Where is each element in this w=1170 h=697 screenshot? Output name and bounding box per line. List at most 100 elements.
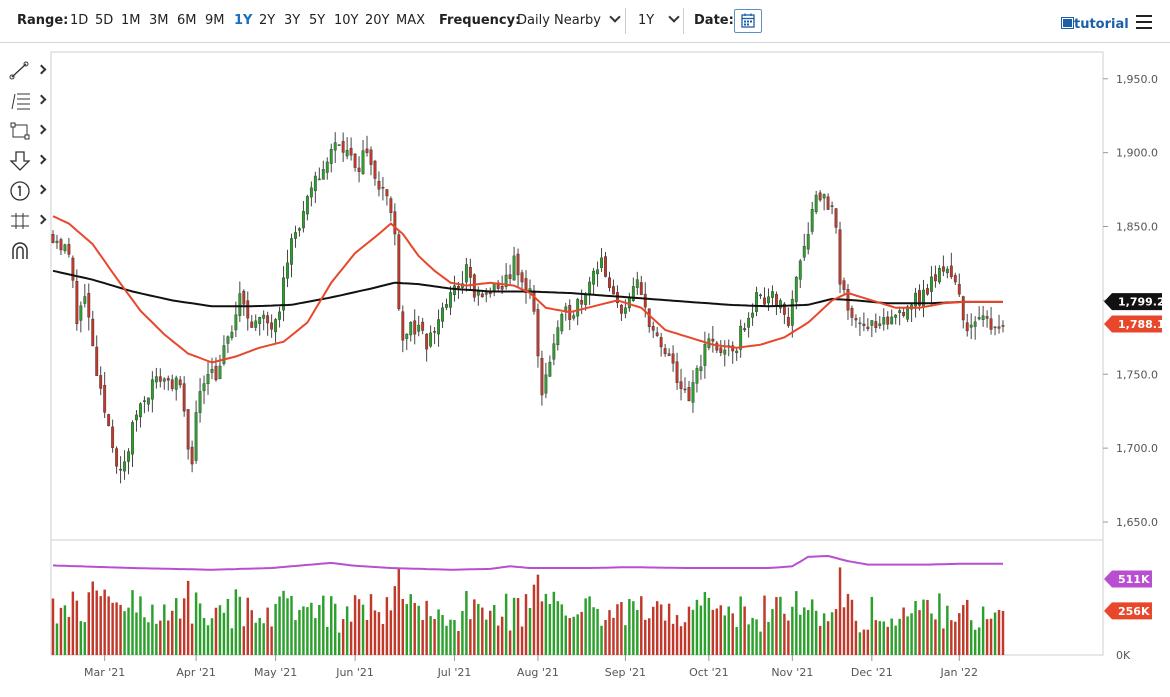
volume-bar	[799, 614, 802, 655]
volume-bar	[393, 586, 397, 655]
volume-bar	[969, 620, 973, 655]
volume-bar	[703, 592, 707, 655]
candle-body	[516, 253, 520, 276]
arrow-tool[interactable]	[8, 149, 48, 173]
volume-bar	[942, 628, 945, 655]
candle-body	[635, 279, 639, 288]
candle-body	[381, 186, 385, 189]
volume-bar	[588, 596, 591, 655]
volume-bar	[628, 598, 631, 655]
candle-body	[623, 307, 627, 314]
range-1m[interactable]: 1M	[121, 13, 141, 28]
tutorial-label: tutorial	[1074, 17, 1129, 32]
candle-body	[878, 323, 882, 326]
volume-bar	[755, 619, 758, 655]
volume-bar	[878, 621, 882, 655]
candle-body	[162, 378, 166, 382]
volume-bar	[473, 599, 476, 655]
range-1y[interactable]: 1Y	[234, 13, 253, 28]
volume-bar	[890, 618, 893, 655]
range-3y[interactable]: 3Y	[284, 13, 301, 28]
volume-bar	[496, 625, 500, 655]
volume-bar	[965, 599, 969, 655]
range-6m[interactable]: 6M	[177, 13, 197, 28]
volume-bar	[222, 612, 226, 655]
volume-bar	[206, 625, 210, 655]
fibonacci-tool[interactable]	[8, 89, 48, 113]
candle-body	[433, 331, 437, 333]
volume-bar	[159, 620, 162, 655]
tutorial-link[interactable]: tutorial	[1061, 17, 1129, 32]
volume-bar	[854, 620, 858, 655]
candle-body	[898, 310, 902, 314]
range-10y[interactable]: 10Y	[334, 13, 359, 28]
candle-body	[886, 316, 890, 325]
volume-bar	[373, 610, 377, 655]
volume-bar	[914, 601, 917, 655]
shape-tool[interactable]	[8, 119, 48, 143]
candle-body	[158, 376, 162, 382]
volume-bar	[648, 618, 651, 655]
volume-bar	[739, 596, 742, 655]
candle-body	[218, 365, 222, 380]
volume-bar	[262, 623, 265, 655]
volume-bar	[381, 624, 385, 655]
candle-body	[290, 238, 293, 265]
candle-body	[170, 379, 174, 389]
chevron-down-icon	[609, 11, 621, 23]
volume-bar	[83, 622, 87, 655]
trendline-icon	[9, 61, 29, 80]
range-9m[interactable]: 9M	[205, 13, 225, 28]
volume-bar	[787, 620, 790, 655]
volume-bar	[997, 609, 1001, 655]
candle-body	[333, 142, 337, 151]
candle-body	[723, 349, 727, 355]
range-2y[interactable]: 2Y	[259, 13, 276, 28]
volume-bar	[779, 596, 782, 655]
volume-bar	[767, 621, 770, 655]
candle-body	[214, 365, 218, 381]
volume-bar	[540, 601, 544, 655]
candle-body	[135, 414, 138, 421]
candle-body	[580, 299, 584, 305]
volume-bar	[99, 596, 102, 655]
trendline-tool[interactable]	[8, 59, 48, 83]
period-dropdown[interactable]: 1Y	[638, 11, 680, 28]
volume-bar	[147, 622, 150, 655]
range-max[interactable]: MAX	[396, 13, 426, 28]
volume-bar	[977, 627, 981, 655]
volume-bar	[353, 595, 357, 655]
magnet-tool[interactable]	[8, 239, 48, 263]
range-3m[interactable]: 3M	[149, 13, 169, 28]
measure-tool[interactable]	[8, 209, 48, 233]
candle-body	[945, 268, 949, 274]
frequency-dropdown[interactable]: Daily Nearby	[517, 11, 621, 28]
candle-body	[83, 296, 87, 304]
range-5d[interactable]: 5D	[95, 13, 114, 28]
volume-bar	[548, 604, 552, 655]
volume-bar	[981, 606, 985, 655]
volume-bar	[266, 607, 269, 655]
volume-bar	[624, 625, 627, 655]
volume-bar	[544, 593, 548, 655]
candle-body	[210, 368, 214, 373]
time-tick-label: Mar '21	[84, 666, 125, 679]
candle-body	[520, 272, 524, 283]
annotation-tool[interactable]	[8, 179, 48, 203]
candle-body	[544, 374, 548, 394]
candle-body	[564, 306, 568, 311]
volume-bar	[771, 609, 774, 655]
range-1d[interactable]: 1D	[70, 13, 89, 28]
price-chart[interactable]: 1,950.01,900.01,850.01,800.01,750.01,700…	[0, 42, 1170, 697]
range-5y[interactable]: 5Y	[309, 13, 326, 28]
calendar-button[interactable]	[734, 9, 762, 33]
candle-body	[850, 307, 854, 318]
menu-button[interactable]	[1136, 15, 1152, 29]
volume-bar	[707, 597, 711, 655]
candle-body	[612, 286, 615, 295]
range-20y[interactable]: 20Y	[365, 13, 390, 28]
candle-body	[500, 286, 504, 290]
volume-bar	[453, 619, 456, 655]
candle-body	[977, 317, 981, 320]
candle-body	[262, 314, 266, 319]
